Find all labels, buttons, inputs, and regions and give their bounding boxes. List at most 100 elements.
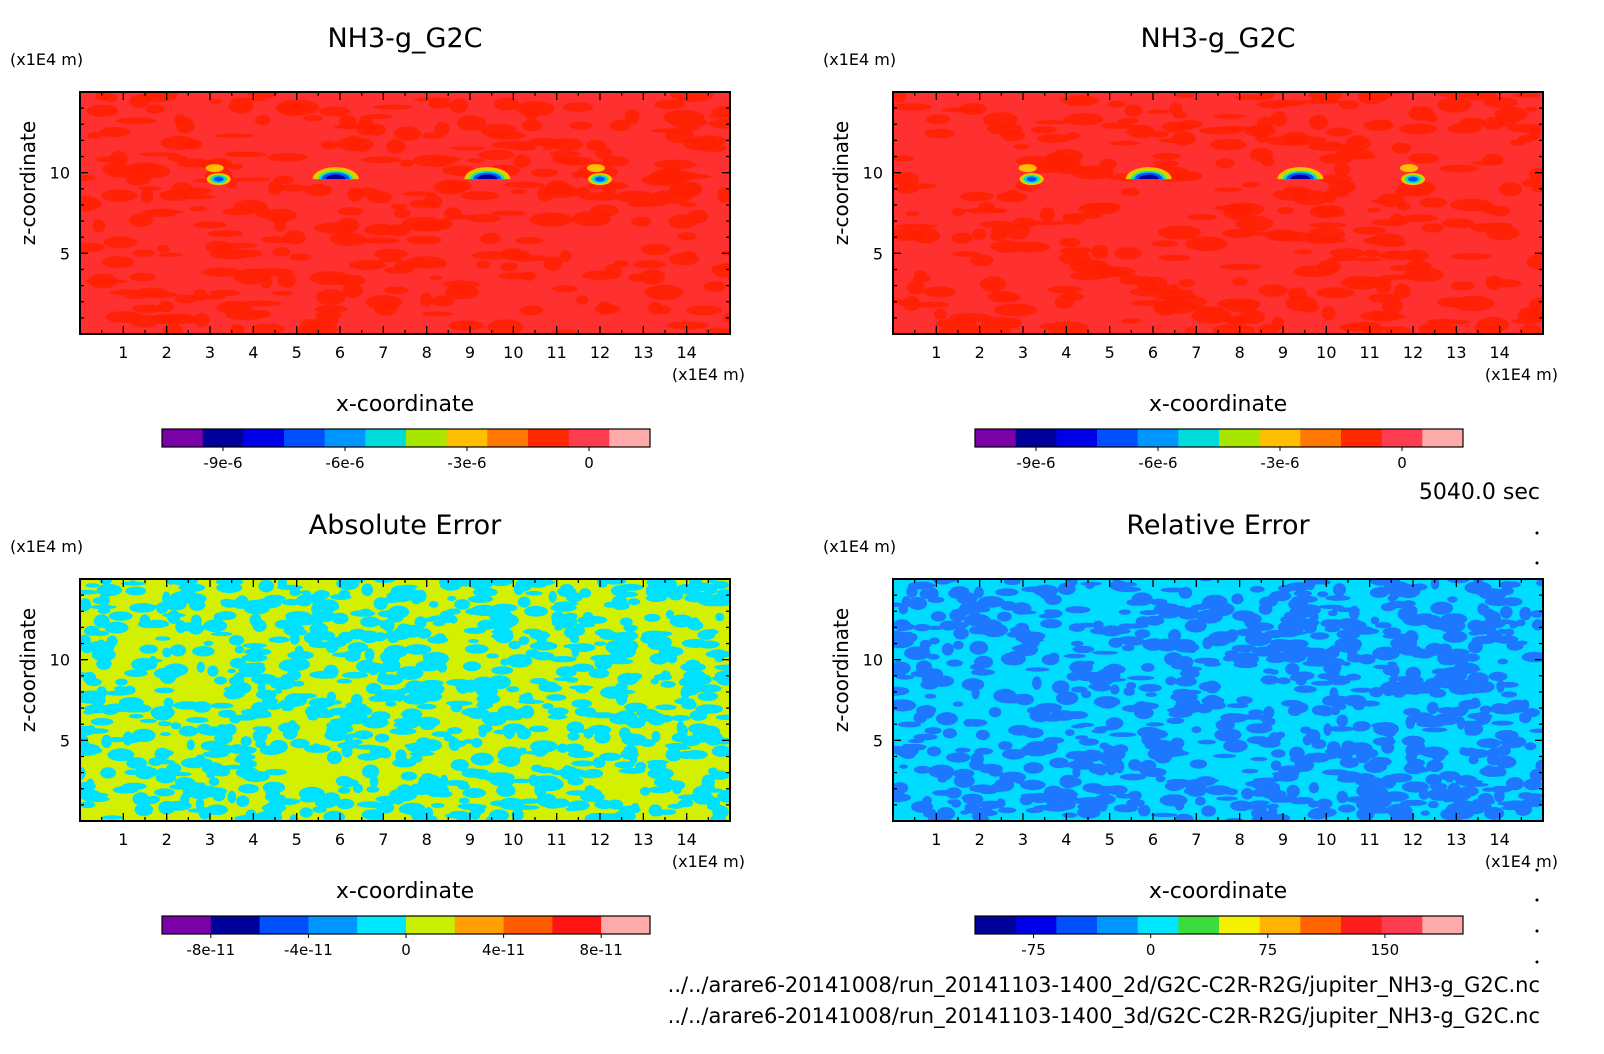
colorbar-swatch (1137, 916, 1179, 934)
field-patch (252, 726, 272, 731)
field-patch (1221, 228, 1257, 238)
field-patch (164, 598, 187, 611)
field-patch (473, 772, 499, 780)
field-patch (1345, 135, 1372, 151)
field-patch (202, 750, 229, 758)
field-patch (978, 763, 1003, 774)
field-patch (1405, 260, 1432, 271)
field-patch (1317, 591, 1329, 598)
field-patch (485, 814, 508, 821)
colorbar-frame (974, 915, 1464, 935)
colorbar-swatch (357, 916, 407, 934)
field-patch (901, 596, 912, 608)
field-patch (1487, 747, 1507, 757)
field-patch (1325, 595, 1351, 601)
field-patch (1338, 804, 1356, 813)
field-patch (1382, 579, 1392, 589)
field-patch (943, 621, 969, 629)
field-patch (654, 99, 686, 110)
colorbar-swatch (243, 429, 285, 447)
field-patch (236, 714, 257, 721)
field-patch (952, 640, 964, 650)
x-tick-label: 14 (676, 830, 696, 849)
field-patch (1196, 609, 1223, 624)
field-patch (1070, 640, 1084, 647)
field-patch (1357, 748, 1379, 759)
field-patch (488, 579, 514, 586)
x-tick-label: 4 (1061, 830, 1071, 849)
field-patch (639, 269, 666, 285)
field-patch (289, 253, 312, 261)
field-patch (336, 218, 360, 233)
field-patch (971, 686, 980, 700)
field-patch (317, 599, 339, 611)
field-patch (557, 671, 567, 676)
field-patch (163, 663, 189, 677)
field-patch (1293, 685, 1317, 693)
x-tick-label: 4 (1061, 343, 1071, 362)
field-patch (908, 597, 927, 610)
field-patch (468, 684, 489, 690)
colorbar-swatch (609, 429, 651, 447)
field-patch (421, 311, 454, 317)
field-patch (174, 294, 198, 304)
field-patch (1333, 163, 1351, 176)
field-patch (1505, 777, 1525, 791)
field-patch (1438, 619, 1466, 633)
colorbar-frame (974, 428, 1464, 448)
field-patch (1082, 783, 1104, 793)
field-patch (1427, 800, 1439, 809)
field-patch (1311, 205, 1341, 215)
field-patch (514, 579, 532, 592)
field-patch (1438, 164, 1479, 173)
field-patch (599, 631, 622, 640)
field-patch (374, 733, 390, 743)
field-patch (80, 691, 102, 704)
field-patch (139, 719, 157, 723)
field-patch (1014, 622, 1029, 634)
field-patch (1449, 198, 1494, 212)
field-patch (107, 748, 135, 762)
field-patch (683, 670, 706, 682)
field-patch (1327, 675, 1351, 686)
field-patch (181, 757, 207, 769)
field-patch (125, 586, 147, 596)
field-patch (529, 641, 558, 651)
field-patch (1224, 301, 1259, 313)
field-patch (157, 721, 172, 727)
field-patch (574, 707, 595, 717)
field-patch (240, 736, 252, 747)
field-patch (460, 190, 500, 201)
field-patch (1138, 683, 1162, 692)
field-patch (1241, 788, 1254, 800)
field-patch (225, 309, 267, 321)
field-patch (1244, 231, 1285, 237)
field-patch (1426, 759, 1444, 773)
field-patch (1222, 731, 1232, 742)
field-patch (539, 684, 563, 693)
field-patch (1302, 660, 1325, 667)
field-patch (234, 645, 245, 654)
field-patch (1311, 739, 1327, 749)
field-patch (331, 612, 349, 625)
field-patch (500, 262, 518, 272)
field-patch (421, 679, 444, 687)
field-patch (338, 589, 351, 599)
x-unit-label: (x1E4 m) (672, 365, 745, 384)
field-patch (422, 132, 444, 139)
field-patch (377, 670, 388, 681)
field-patch (1019, 795, 1034, 806)
field-patch (386, 139, 406, 154)
field-patch (1054, 295, 1075, 309)
field-patch (470, 805, 486, 815)
field-patch (1491, 720, 1514, 726)
field-patch (628, 672, 643, 680)
field-patch (1190, 306, 1224, 312)
field-patch (1055, 691, 1079, 705)
field-patch (246, 92, 279, 99)
field-patch (1352, 721, 1371, 731)
field-patch (697, 692, 719, 701)
colorbar-tick-label: 8e-11 (580, 941, 623, 959)
field-patch (1231, 593, 1244, 605)
